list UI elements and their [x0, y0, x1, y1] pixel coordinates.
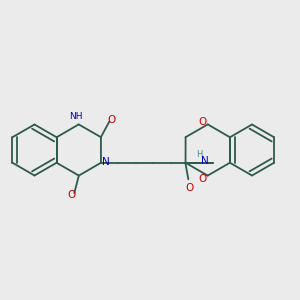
Text: N: N [103, 157, 110, 167]
Text: O: O [108, 115, 116, 125]
Text: O: O [68, 190, 76, 200]
Text: NH: NH [70, 112, 83, 121]
Text: O: O [185, 183, 194, 193]
Text: N: N [201, 156, 209, 166]
Text: O: O [199, 174, 207, 184]
Text: O: O [199, 117, 207, 127]
Text: H: H [196, 149, 202, 158]
